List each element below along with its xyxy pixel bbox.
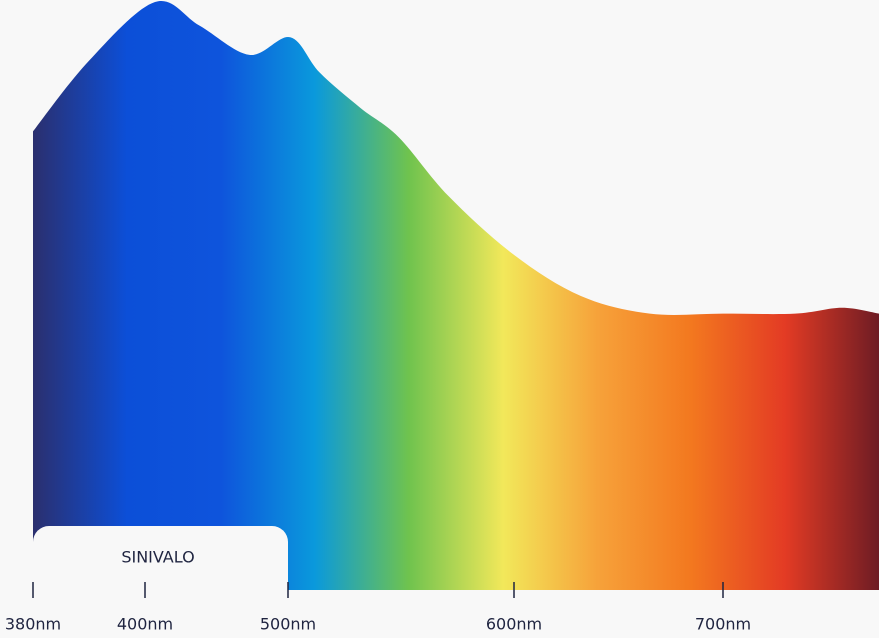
axis-layer: 380nm 400nm 500nm 600nm 700nm [5,582,751,634]
label-box-base [33,590,293,610]
x-tick-label: 400nm [117,615,173,634]
area-layer [33,0,879,590]
x-tick-label: 600nm [486,615,542,634]
spectrum-area [33,0,879,590]
x-tick-label: 380nm [5,615,61,634]
annotation: SINIVALO [121,548,194,567]
label-box [33,526,288,606]
x-tick-label: 700nm [695,615,751,634]
x-tick-label: 500nm [260,615,316,634]
